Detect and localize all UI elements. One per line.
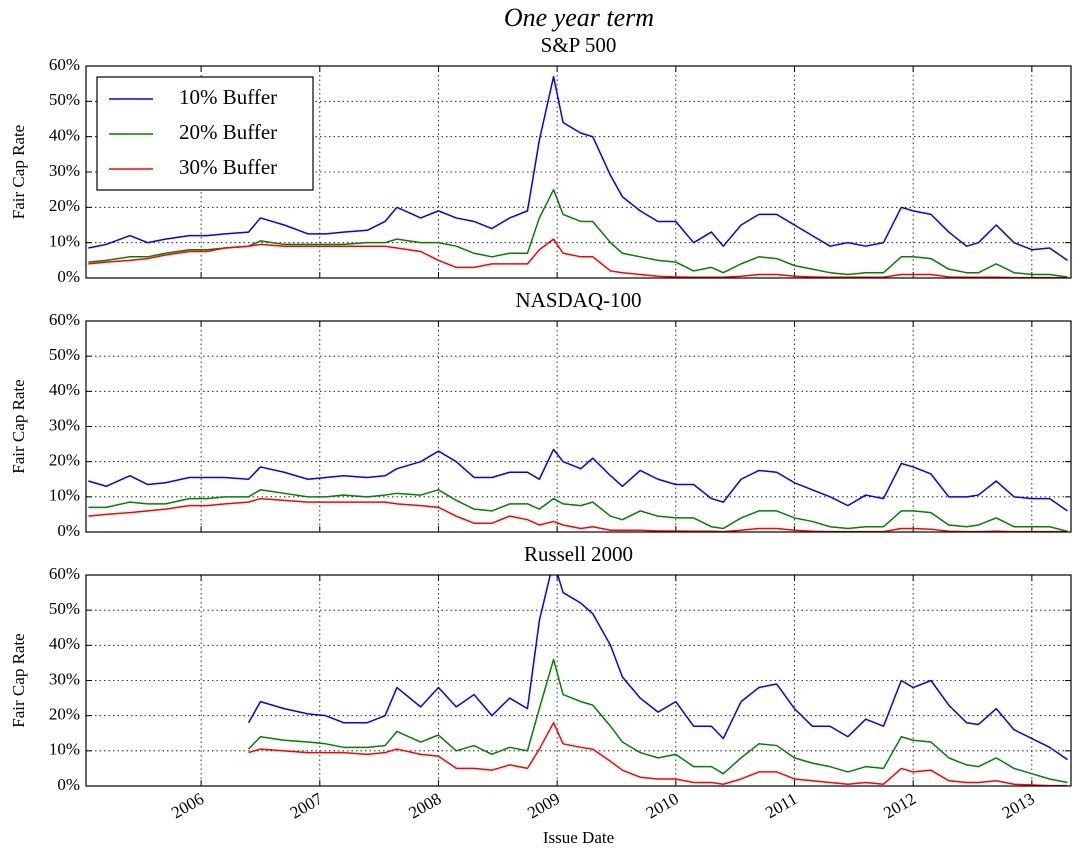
y-tick-label: 60% bbox=[49, 55, 80, 74]
y-tick-label: 50% bbox=[49, 345, 80, 364]
x-tick-label: 2008 bbox=[406, 789, 445, 822]
y-tick-label: 0% bbox=[57, 521, 80, 540]
y-tick-label: 0% bbox=[57, 267, 80, 286]
y-tick-label: 20% bbox=[49, 196, 80, 215]
axes-frame bbox=[85, 65, 1072, 279]
x-axis-label: Issue Date bbox=[543, 828, 614, 847]
axes-frame bbox=[85, 574, 1072, 787]
x-tick-label: 2009 bbox=[524, 789, 563, 822]
data-line bbox=[88, 448, 1068, 512]
y-tick-label: 0% bbox=[57, 775, 80, 794]
y-axis-label: Fair Cap Rate bbox=[9, 125, 28, 219]
y-axis-label: Fair Cap Rate bbox=[9, 379, 28, 473]
y-tick-label: 60% bbox=[49, 310, 80, 329]
data-line bbox=[88, 497, 1068, 532]
y-tick-label: 10% bbox=[49, 486, 80, 505]
axes-frame bbox=[85, 320, 1072, 533]
y-tick-label: 50% bbox=[49, 599, 80, 618]
y-tick-label: 50% bbox=[49, 90, 80, 109]
subplot: Russell 2000 Fair Cap Rate 0% 10% 20% 30% 40% 5… bbox=[9, 542, 1072, 847]
subplot-title: NASDAQ-100 bbox=[516, 288, 642, 312]
x-tick-label: 2012 bbox=[880, 789, 919, 822]
plot-area bbox=[247, 575, 1068, 786]
data-line bbox=[248, 658, 1068, 784]
legend-label: 20% Buffer bbox=[179, 120, 277, 144]
y-tick-label: 30% bbox=[49, 415, 80, 434]
figure-title: One year term bbox=[504, 3, 654, 32]
subplot-title: S&P 500 bbox=[541, 33, 617, 57]
y-tick-label: 40% bbox=[49, 126, 80, 145]
x-tick-label: 2007 bbox=[287, 789, 326, 823]
x-tick-label: 2010 bbox=[643, 789, 682, 822]
y-tick-label: 20% bbox=[49, 705, 80, 724]
y-tick-label: 60% bbox=[49, 564, 80, 583]
x-tick-label: 2013 bbox=[999, 789, 1038, 822]
x-tick-label: 2011 bbox=[762, 789, 800, 822]
x-tick-label: 2006 bbox=[168, 789, 207, 822]
data-line bbox=[88, 188, 1068, 278]
plot-area bbox=[88, 75, 1068, 278]
data-line bbox=[248, 721, 1068, 786]
y-tick-label: 40% bbox=[49, 634, 80, 653]
subplot-title: Russell 2000 bbox=[524, 542, 633, 566]
y-tick-label: 30% bbox=[49, 161, 80, 180]
legend-label: 10% Buffer bbox=[179, 85, 277, 109]
legend-label: 30% Buffer bbox=[179, 155, 277, 179]
subplot: S&P 500 Fair Cap Rate 0% 10% 20% 30% 40% 50% 60%… bbox=[9, 33, 1072, 286]
y-tick-label: 40% bbox=[49, 380, 80, 399]
y-tick-label: 30% bbox=[49, 669, 80, 688]
y-tick-label: 10% bbox=[49, 232, 80, 251]
y-tick-label: 10% bbox=[49, 740, 80, 759]
data-line bbox=[247, 575, 1068, 761]
data-line bbox=[88, 489, 1068, 532]
y-axis-label: Fair Cap Rate bbox=[9, 633, 28, 727]
subplot: NASDAQ-100 Fair Cap Rate 0% 10% 20% 30% 40% 50%… bbox=[9, 288, 1072, 540]
y-tick-label: 20% bbox=[49, 451, 80, 470]
plot-area bbox=[88, 448, 1068, 532]
data-line bbox=[88, 238, 1068, 278]
data-line bbox=[88, 75, 1068, 261]
